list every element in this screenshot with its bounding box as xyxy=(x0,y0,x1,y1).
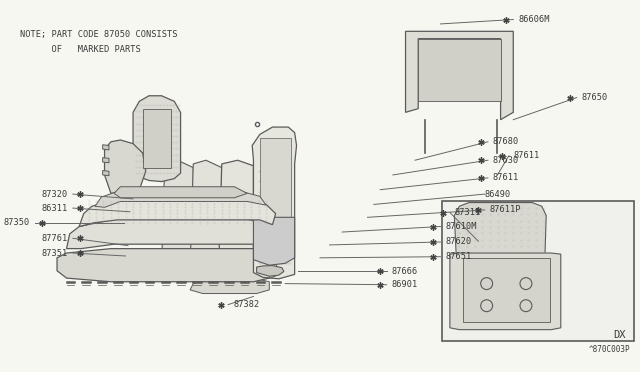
Text: 86311: 86311 xyxy=(42,203,68,213)
Text: 86490: 86490 xyxy=(484,190,511,199)
Text: 87666: 87666 xyxy=(392,267,418,276)
Polygon shape xyxy=(67,219,276,248)
Polygon shape xyxy=(219,160,253,276)
Polygon shape xyxy=(161,160,193,275)
Text: 87620: 87620 xyxy=(445,237,472,247)
Polygon shape xyxy=(454,203,546,256)
Polygon shape xyxy=(104,140,146,193)
Text: 87311: 87311 xyxy=(455,208,481,217)
Polygon shape xyxy=(102,158,109,163)
Text: 87351: 87351 xyxy=(42,248,68,257)
Text: 87611: 87611 xyxy=(493,173,519,182)
Polygon shape xyxy=(257,266,284,276)
Text: 86901: 86901 xyxy=(392,280,418,289)
Text: 87382: 87382 xyxy=(233,300,259,309)
Text: 87611P: 87611P xyxy=(490,205,521,214)
Polygon shape xyxy=(269,225,276,278)
Text: NOTE; PART CODE 87050 CONSISTS: NOTE; PART CODE 87050 CONSISTS xyxy=(20,29,178,39)
Polygon shape xyxy=(418,39,500,101)
Text: 87630: 87630 xyxy=(493,156,519,165)
Text: ^870C003P: ^870C003P xyxy=(589,345,630,354)
Polygon shape xyxy=(79,199,276,227)
Text: 87761: 87761 xyxy=(42,234,68,243)
Text: 87610M: 87610M xyxy=(445,222,477,231)
Text: 87350: 87350 xyxy=(4,218,30,227)
Polygon shape xyxy=(442,201,634,341)
Polygon shape xyxy=(190,160,222,275)
Polygon shape xyxy=(133,96,180,182)
Polygon shape xyxy=(102,170,109,176)
Text: DX: DX xyxy=(614,330,626,340)
Text: 87611: 87611 xyxy=(514,151,540,160)
Text: 87650: 87650 xyxy=(582,93,608,102)
Polygon shape xyxy=(143,109,171,168)
Polygon shape xyxy=(252,127,296,279)
Polygon shape xyxy=(253,217,294,265)
Polygon shape xyxy=(95,190,266,207)
Polygon shape xyxy=(114,187,247,198)
Text: 87680: 87680 xyxy=(493,137,519,146)
Polygon shape xyxy=(57,248,273,282)
Polygon shape xyxy=(260,138,291,256)
Text: 87651: 87651 xyxy=(445,252,472,261)
Text: OF   MARKED PARTS: OF MARKED PARTS xyxy=(20,45,141,54)
Text: 86606M: 86606M xyxy=(518,15,550,24)
Text: 87320: 87320 xyxy=(42,190,68,199)
Polygon shape xyxy=(450,253,561,330)
Polygon shape xyxy=(406,31,513,120)
Polygon shape xyxy=(463,258,550,322)
Polygon shape xyxy=(102,145,109,150)
Polygon shape xyxy=(190,279,269,294)
